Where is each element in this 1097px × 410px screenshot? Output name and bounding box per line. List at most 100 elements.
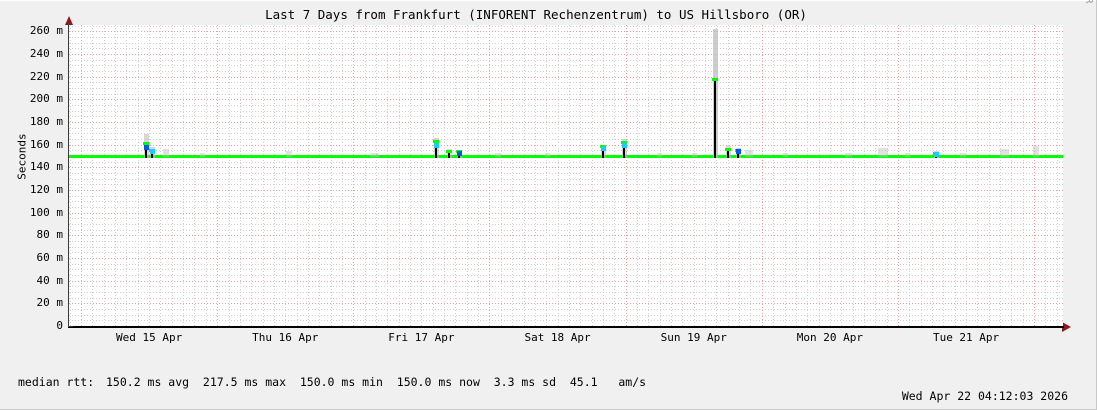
vertical-gridline (671, 25, 672, 326)
horizontal-gridline (69, 31, 1063, 32)
horizontal-gridline (69, 247, 1063, 248)
latency-spike (435, 140, 437, 159)
horizontal-gridline (69, 320, 1063, 321)
y-axis-tick-label: 120 m (29, 182, 63, 196)
horizontal-gridline (69, 128, 1063, 129)
horizontal-gridline (69, 201, 1063, 202)
vertical-gridline (104, 25, 105, 326)
vertical-gridline (977, 25, 978, 326)
vertical-gridline (580, 25, 581, 326)
loss-marker (144, 144, 149, 150)
vertical-gridline (240, 25, 241, 326)
rrdtool-watermark: RRDTOOL / TOBI OETIKER (1083, 0, 1094, 4)
smoke-band (745, 150, 753, 158)
horizontal-gridline (69, 275, 1063, 276)
horizontal-gridline (69, 105, 1063, 106)
vertical-gridline (648, 25, 649, 326)
smoke-band (1033, 145, 1039, 158)
vertical-gridline (285, 25, 286, 326)
vertical-gridline (819, 25, 820, 326)
horizontal-gridline (69, 303, 1063, 304)
horizontal-gridline (69, 48, 1063, 49)
vertical-gridline (319, 25, 320, 326)
vertical-gridline (705, 25, 706, 326)
x-axis-tick-label: Sat 18 Apr (524, 331, 591, 344)
horizontal-gridline (69, 196, 1063, 197)
vertical-gridline (512, 25, 513, 326)
horizontal-gridline (69, 82, 1063, 83)
vertical-gridline (376, 25, 377, 326)
vertical-gridline (399, 25, 400, 326)
vertical-gridline (626, 25, 627, 326)
horizontal-gridline (69, 162, 1063, 163)
vertical-gridline (489, 25, 490, 326)
horizontal-gridline (69, 145, 1063, 146)
vertical-gridline (229, 25, 230, 326)
spike-apex-marker (712, 78, 718, 82)
smoke-band (286, 151, 292, 158)
vertical-gridline (614, 25, 615, 326)
vertical-gridline (739, 25, 740, 326)
horizontal-gridline (69, 43, 1063, 44)
vertical-gridline (206, 25, 207, 326)
latency-spike (727, 148, 729, 159)
spike-apex-marker (433, 139, 439, 143)
vertical-gridline (410, 25, 411, 326)
horizontal-gridline (69, 94, 1063, 95)
smoke-band (163, 149, 169, 158)
x-axis-tick-label: Tue 21 Apr (932, 331, 1000, 344)
vertical-gridline (830, 25, 831, 326)
smoke-band (495, 152, 501, 158)
horizontal-gridline (69, 99, 1063, 100)
horizontal-gridline (69, 258, 1063, 259)
horizontal-gridline (69, 286, 1063, 287)
horizontal-gridline (69, 71, 1063, 72)
horizontal-gridline (69, 281, 1063, 282)
spike-apex-marker (725, 147, 731, 151)
horizontal-gridline (69, 298, 1063, 299)
vertical-gridline (455, 25, 456, 326)
horizontal-gridline (69, 190, 1063, 191)
horizontal-gridline (69, 241, 1063, 242)
vertical-gridline (660, 25, 661, 326)
vertical-gridline (796, 25, 797, 326)
x-axis-line (68, 326, 1064, 328)
loss-marker (934, 151, 939, 157)
y-axis-tick-label: 60 m (36, 250, 64, 264)
smoke-band (845, 152, 852, 158)
y-axis-tick-label: 200 m (29, 92, 63, 106)
latency-spike (602, 146, 604, 159)
horizontal-gridline (69, 315, 1063, 316)
vertical-gridline (864, 25, 865, 326)
vertical-gridline (342, 25, 343, 326)
y-axis-tick-label: 220 m (29, 69, 63, 83)
smoke-band (657, 152, 662, 158)
vertical-gridline (592, 25, 593, 326)
horizontal-gridline (69, 122, 1063, 123)
vertical-gridline (603, 25, 604, 326)
x-axis-tick-label: Wed 15 Apr (115, 331, 183, 344)
vertical-gridline (1045, 25, 1046, 326)
loss-marker (622, 142, 627, 148)
vertical-gridline (637, 25, 638, 326)
x-axis-tick-label: Mon 20 Apr (796, 331, 864, 344)
smoke-band (878, 148, 888, 158)
smoke-band (545, 152, 550, 158)
vertical-gridline (773, 25, 774, 326)
vertical-gridline (467, 25, 468, 326)
median-rtt-label: median rtt: (18, 375, 95, 390)
median-rtt-row: median rtt: 150.2 ms avg 217.5 ms max 150… (18, 375, 646, 390)
y-axis-tick-label: 140 m (29, 160, 63, 174)
vertical-gridline (160, 25, 161, 326)
horizontal-gridline (69, 179, 1063, 180)
y-axis-tick-label: 0 (56, 319, 63, 332)
smoke-band (905, 152, 910, 158)
horizontal-gridline (69, 139, 1063, 140)
horizontal-gridline (69, 207, 1063, 208)
vertical-gridline (138, 25, 139, 326)
vertical-gridline (807, 25, 808, 326)
vertical-gridline (785, 25, 786, 326)
vertical-gridline (92, 25, 93, 326)
x-axis-tick-label: Sun 19 Apr (660, 331, 727, 344)
latency-spike (145, 142, 147, 159)
